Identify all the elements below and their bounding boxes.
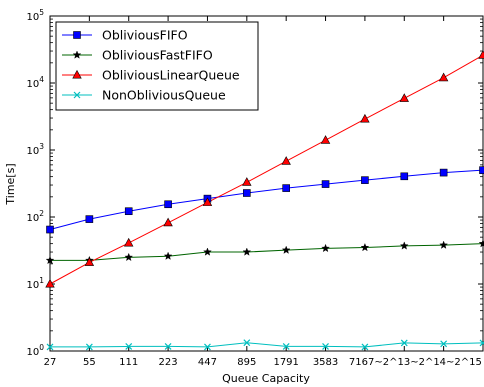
x-tick-label: 27	[44, 357, 57, 368]
data-point	[46, 343, 54, 351]
data-point	[163, 217, 173, 227]
legend: ObliviousFIFO ObliviousFastFIFO ObliviousL…	[55, 21, 259, 111]
data-point	[321, 243, 330, 253]
data-point	[242, 177, 252, 186]
data-point	[399, 241, 409, 250]
data-point	[478, 239, 484, 248]
y-tick-label: 102	[26, 209, 44, 224]
data-point	[479, 166, 484, 174]
x-tick-label: 111	[119, 357, 138, 368]
data-point	[399, 93, 409, 102]
series-line-2	[50, 243, 484, 261]
legend-marker	[72, 50, 82, 59]
data-point	[45, 278, 55, 288]
data-point	[400, 339, 408, 347]
series-markers	[45, 50, 484, 351]
y-tick-label: 101	[26, 276, 44, 291]
data-point	[124, 252, 134, 262]
series-lines	[49, 54, 484, 348]
data-point	[361, 343, 369, 351]
data-point	[85, 215, 94, 223]
y-tick-label: 104	[26, 75, 44, 90]
x-tick-label: 7167~2^13~2^14~2^15	[349, 357, 482, 368]
legend-label: NonObliviousQueue	[102, 88, 226, 103]
y-axis-title: Time[s]	[4, 163, 17, 205]
data-point	[400, 172, 409, 181]
data-point	[439, 168, 448, 177]
data-point	[125, 343, 133, 350]
data-point	[322, 343, 329, 350]
x-axis-title: Queue Capacity	[222, 372, 310, 385]
data-point	[361, 176, 369, 184]
data-point	[360, 242, 370, 252]
data-point	[243, 189, 251, 197]
y-tick-label: 100	[26, 343, 44, 358]
legend-entries: ObliviousFIFO ObliviousFastFIFO ObliviousL…	[62, 28, 240, 103]
axis-ticks: 100 101 102 103 104 105 27 55 111 223 447 895 1791 35…	[26, 8, 484, 368]
x-tick-label: 1791	[273, 357, 298, 368]
y-tick-label: 105	[26, 8, 44, 23]
data-point	[282, 184, 290, 192]
data-point	[124, 237, 134, 247]
data-point	[439, 240, 448, 249]
data-point	[124, 207, 133, 216]
x-tick-label: 895	[237, 357, 256, 368]
data-point	[243, 339, 251, 347]
x-tick-label: 55	[83, 357, 96, 368]
legend-marker	[72, 69, 82, 79]
legend-label: ObliviousFIFO	[102, 28, 188, 43]
data-point	[320, 135, 331, 144]
data-point	[46, 225, 54, 234]
data-point	[281, 245, 291, 254]
data-point	[45, 255, 55, 265]
data-point	[202, 197, 213, 206]
data-point	[204, 343, 211, 351]
data-point	[164, 200, 172, 209]
data-point	[360, 113, 370, 123]
data-point	[321, 180, 330, 188]
data-point	[281, 156, 291, 165]
x-tick-label: 447	[198, 357, 217, 368]
legend-marker	[73, 31, 81, 39]
data-point	[242, 247, 252, 256]
x-tick-label: 223	[159, 357, 178, 368]
data-point	[163, 251, 173, 260]
series-line-1	[49, 169, 484, 231]
data-point	[438, 72, 449, 82]
data-point	[85, 343, 93, 351]
legend-marker	[73, 91, 81, 99]
data-point	[478, 50, 484, 59]
data-point	[164, 343, 172, 350]
data-point	[479, 339, 484, 347]
data-point	[84, 257, 95, 266]
x-tick-label: 3583	[313, 357, 338, 368]
series-line-3	[49, 54, 484, 285]
legend-label: ObliviousFastFIFO	[102, 48, 213, 63]
data-point	[282, 343, 290, 350]
y-tick-label: 103	[26, 142, 44, 157]
data-point	[440, 340, 448, 348]
legend-label: ObliviousLinearQueue	[102, 68, 240, 83]
data-point	[203, 247, 212, 256]
series-line-4	[50, 342, 484, 348]
